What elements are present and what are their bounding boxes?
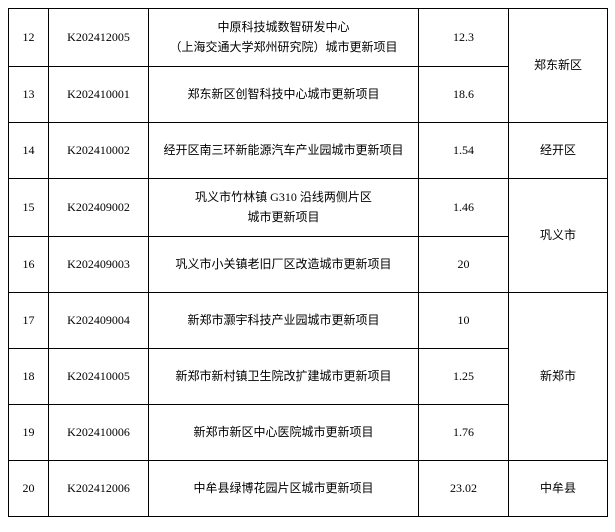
- cell-index: 17: [9, 293, 49, 349]
- cell-index: 16: [9, 237, 49, 293]
- table-row: 12K202412005中原科技城数智研发中心 （上海交通大学郑州研究院）城市更…: [9, 9, 608, 67]
- cell-code: K202409004: [49, 293, 149, 349]
- cell-region: 中牟县: [509, 461, 608, 517]
- cell-project-name: 新郑市灏宇科技产业园城市更新项目: [149, 293, 419, 349]
- cell-value: 1.46: [419, 179, 509, 237]
- cell-index: 19: [9, 405, 49, 461]
- cell-region: 经开区: [509, 123, 608, 179]
- cell-project-name: 中原科技城数智研发中心 （上海交通大学郑州研究院）城市更新项目: [149, 9, 419, 67]
- cell-value: 1.54: [419, 123, 509, 179]
- cell-code: K202410006: [49, 405, 149, 461]
- table-body: 12K202412005中原科技城数智研发中心 （上海交通大学郑州研究院）城市更…: [9, 9, 608, 517]
- cell-region: 巩义市: [509, 179, 608, 293]
- cell-index: 18: [9, 349, 49, 405]
- cell-project-name: 新郑市新村镇卫生院改扩建城市更新项目: [149, 349, 419, 405]
- cell-code: K202409002: [49, 179, 149, 237]
- cell-code: K202412005: [49, 9, 149, 67]
- cell-value: 10: [419, 293, 509, 349]
- cell-value: 20: [419, 237, 509, 293]
- cell-project-name: 新郑市新区中心医院城市更新项目: [149, 405, 419, 461]
- cell-code: K202409003: [49, 237, 149, 293]
- cell-code: K202410002: [49, 123, 149, 179]
- cell-value: 18.6: [419, 67, 509, 123]
- table-row: 17K202409004新郑市灏宇科技产业园城市更新项目10新郑市: [9, 293, 608, 349]
- cell-code: K202410001: [49, 67, 149, 123]
- cell-index: 20: [9, 461, 49, 517]
- cell-value: 1.76: [419, 405, 509, 461]
- cell-project-name: 郑东新区创智科技中心城市更新项目: [149, 67, 419, 123]
- cell-project-name: 中牟县绿博花园片区城市更新项目: [149, 461, 419, 517]
- cell-index: 12: [9, 9, 49, 67]
- cell-value: 1.25: [419, 349, 509, 405]
- cell-value: 12.3: [419, 9, 509, 67]
- cell-value: 23.02: [419, 461, 509, 517]
- cell-project-name: 经开区南三环新能源汽车产业园城市更新项目: [149, 123, 419, 179]
- cell-index: 15: [9, 179, 49, 237]
- cell-region: 新郑市: [509, 293, 608, 461]
- cell-region: 郑东新区: [509, 9, 608, 123]
- table-row: 14K202410002经开区南三环新能源汽车产业园城市更新项目1.54经开区: [9, 123, 608, 179]
- cell-project-name: 巩义市竹林镇 G310 沿线两侧片区 城市更新项目: [149, 179, 419, 237]
- cell-index: 13: [9, 67, 49, 123]
- cell-code: K202412006: [49, 461, 149, 517]
- cell-project-name: 巩义市小关镇老旧厂区改造城市更新项目: [149, 237, 419, 293]
- cell-index: 14: [9, 123, 49, 179]
- projects-table: 12K202412005中原科技城数智研发中心 （上海交通大学郑州研究院）城市更…: [8, 8, 608, 517]
- table-row: 15K202409002巩义市竹林镇 G310 沿线两侧片区 城市更新项目1.4…: [9, 179, 608, 237]
- table-row: 20K202412006中牟县绿博花园片区城市更新项目23.02中牟县: [9, 461, 608, 517]
- cell-code: K202410005: [49, 349, 149, 405]
